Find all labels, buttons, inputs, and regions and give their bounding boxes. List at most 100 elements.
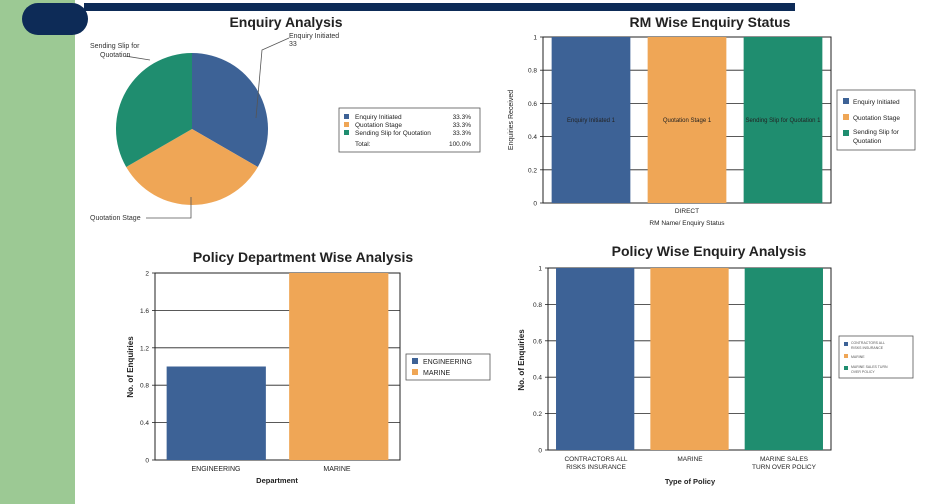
x-tick-label: MARINE SALES [760, 456, 809, 463]
chart-title: Policy Department Wise Analysis [193, 249, 414, 265]
callout-value: 33 [289, 41, 297, 48]
legend-value: 33.3% [453, 130, 472, 137]
top-banner-pill [22, 3, 88, 35]
bar [551, 37, 631, 203]
y-tick-label: 0.6 [528, 101, 537, 108]
legend-swatch [843, 114, 849, 120]
legend-label: RISKS INSURANCE [851, 346, 884, 350]
bar [650, 268, 729, 450]
bar-series [166, 273, 389, 460]
bar [166, 366, 266, 460]
legend-label: OVER POLICY [851, 370, 875, 374]
legend-swatch [844, 354, 848, 358]
y-tick-label: 0.8 [533, 302, 542, 309]
x-tick-label: TURN OVER POLICY [752, 464, 817, 471]
bar [744, 268, 823, 450]
callout-label: Sending Slip for [90, 43, 140, 50]
x-axis-label: RM Name/ Enquiry Status [649, 220, 725, 227]
y-tick-label: 0 [145, 458, 149, 465]
legend-swatch [844, 342, 848, 346]
y-axis-label: No. of Enquiries [517, 329, 526, 391]
y-tick-label: 0 [533, 201, 537, 208]
policy-wise-chart: Policy Wise Enquiry Analysis 00.20.40.60… [517, 243, 914, 486]
left-decorative-band [0, 0, 75, 504]
callout-leader [255, 37, 290, 119]
callout-label: Enquiry Initiated [289, 33, 339, 40]
bar [647, 37, 727, 203]
bar-data-label: Enquiry Initiated 1 [567, 118, 616, 124]
y-tick-label: 0 [538, 448, 542, 455]
legend-value: 33.3% [453, 114, 472, 121]
chart-legend [836, 89, 916, 151]
y-tick-label: 0.6 [533, 338, 542, 345]
legend-total-value: 100.0% [449, 141, 471, 148]
x-tick-label: ENGINEERING [191, 466, 240, 473]
legend-swatch [843, 130, 849, 136]
legend-swatch [344, 130, 349, 135]
top-banner-rule [84, 3, 795, 11]
policy-department-chart: Policy Department Wise Analysis 0 0.4 0.8 1… [126, 249, 491, 485]
legend-label: CONTRACTORS ALL [851, 341, 885, 345]
chart-title: Enquiry Analysis [229, 14, 342, 30]
pie-slice [126, 129, 258, 206]
y-tick-label: 0.2 [528, 167, 537, 174]
bar-data-label: Sending Slip for Quotation 1 [745, 118, 821, 124]
x-tick-label: DIRECT [675, 208, 699, 215]
legend-label: Sending Slip for [853, 129, 900, 136]
legend-label: Quotation [853, 138, 882, 145]
bar-series [556, 268, 823, 450]
x-axis-label: Type of Policy [665, 477, 716, 486]
x-tick-label: MARINE [677, 456, 703, 463]
legend-swatch [344, 114, 349, 119]
callout-leader [146, 197, 192, 219]
callout-label: Quotation Stage [90, 215, 141, 222]
legend-label: Enquiry Initiated [853, 99, 900, 106]
x-tick-label: CONTRACTORS ALL [564, 456, 627, 463]
legend-value: 33.3% [453, 122, 472, 129]
legend-swatch [843, 98, 849, 104]
y-tick-label: 1 [538, 266, 542, 273]
y-axis-label: No. of Enquiries [126, 336, 135, 398]
y-axis-label: Enquiries Received [508, 90, 515, 150]
legend-swatch [412, 369, 418, 375]
legend-label: MARINE [851, 355, 865, 359]
legend-label: MARINE [423, 370, 451, 377]
chart-legend [838, 335, 914, 379]
y-tick-labels: 0 0.2 0.4 0.6 0.8 1 [533, 266, 542, 455]
bar [556, 268, 635, 450]
bar-data-label: Quotation Stage 1 [663, 118, 712, 124]
bar-series: Enquiry Initiated 1 Quotation Stage 1 Send… [551, 37, 823, 203]
legend-total-label: Total: [355, 141, 371, 148]
legend-swatch [344, 122, 349, 127]
callout-leader [124, 55, 151, 61]
enquiry-analysis-chart: Enquiry Analysis Enquiry Initiated 33 Se… [90, 14, 481, 222]
legend-label: Quotation Stage [853, 115, 900, 122]
pie-legend [338, 107, 481, 153]
y-tick-labels: 0 0.4 0.8 1.2 1.6 2 [140, 271, 149, 465]
pie-slices [115, 53, 269, 206]
bar [289, 273, 389, 460]
y-tick-label: 1 [533, 35, 537, 42]
y-tick-label: 0.8 [528, 68, 537, 75]
y-tick-label: 2 [145, 271, 149, 278]
chart-legend [405, 353, 491, 381]
pie-slice [115, 53, 192, 167]
y-tick-labels: 0 0.2 0.4 0.6 0.8 1 [528, 35, 537, 208]
y-tick-label: 1.6 [140, 308, 149, 315]
y-tick-label: 1.2 [140, 345, 149, 352]
legend-label: Enquiry Initiated [355, 114, 402, 121]
y-tick-label: 0.4 [528, 134, 537, 141]
x-tick-label: RISKS INSURANCE [566, 464, 626, 471]
chart-title: RM Wise Enquiry Status [630, 14, 791, 30]
y-tick-label: 0.4 [140, 420, 149, 427]
legend-label: ENGINEERING [423, 359, 472, 366]
legend-label: Sending Slip for Quotation [355, 130, 431, 137]
chart-title: Policy Wise Enquiry Analysis [612, 243, 807, 259]
x-axis-label: Department [256, 476, 298, 485]
callout-label: Quotation [100, 52, 130, 59]
y-tick-label: 0.4 [533, 375, 542, 382]
x-tick-label: MARINE [323, 466, 351, 473]
legend-label: MARINE SALES TURN [851, 365, 888, 369]
legend-swatch [412, 358, 418, 364]
